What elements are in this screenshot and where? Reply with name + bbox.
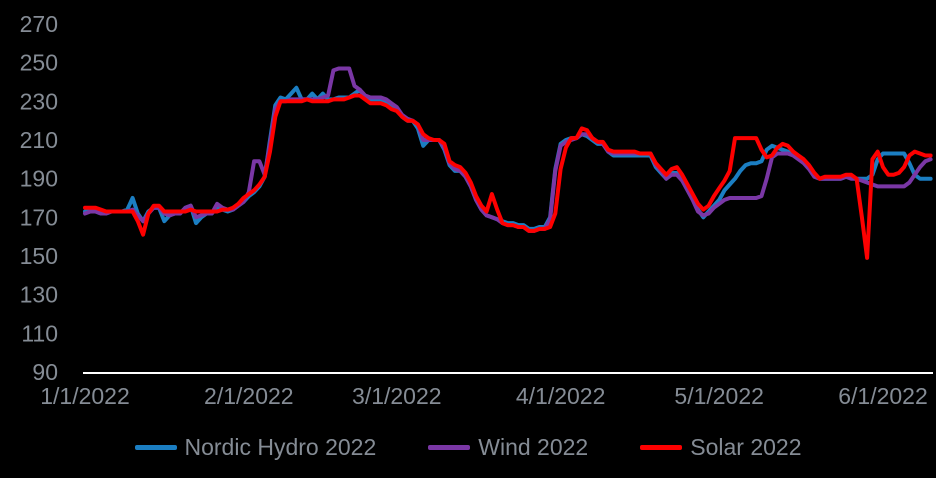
y-axis-tick-label: 230 <box>20 88 58 114</box>
x-axis-tick-label: 1/1/2022 <box>40 383 130 409</box>
y-axis-tick-label: 150 <box>20 243 58 269</box>
legend-label: Nordic Hydro 2022 <box>184 434 377 460</box>
legend-label: Solar 2022 <box>690 434 802 460</box>
legend-item-wind-2022: Wind 2022 <box>428 434 588 461</box>
y-axis-tick-label: 90 <box>32 359 58 385</box>
y-axis-tick-label: 250 <box>20 50 58 76</box>
series-line-wind-2022 <box>83 66 933 233</box>
x-axis-tick-label: 2/1/2022 <box>204 383 294 409</box>
legend-item-nordic-hydro-2022: Nordic Hydro 2022 <box>134 434 377 461</box>
y-axis-tick-label: 210 <box>20 127 58 153</box>
legend-swatch-nordic-hydro-2022 <box>134 445 177 450</box>
y-axis-tick-label: 270 <box>20 11 58 37</box>
chart-legend: Nordic Hydro 2022 Wind 2022 Solar 2022 <box>0 434 936 461</box>
y-axis-tick-label: 130 <box>20 282 58 308</box>
y-axis-tick-label: 170 <box>20 204 58 230</box>
y-axis-tick-label: 190 <box>20 166 58 192</box>
series-line-solar-2022 <box>83 93 933 260</box>
legend-label: Wind 2022 <box>478 434 589 460</box>
legend-swatch-solar-2022 <box>640 445 683 450</box>
legend-item-solar-2022: Solar 2022 <box>640 434 801 461</box>
x-axis-tick-label: 6/1/2022 <box>838 383 928 409</box>
x-axis-tick-label: 4/1/2022 <box>516 383 606 409</box>
legend-swatch-wind-2022 <box>428 445 471 450</box>
y-axis-tick-label: 110 <box>21 320 58 346</box>
x-axis-tick-label: 5/1/2022 <box>674 383 764 409</box>
x-axis-tick-label: 3/1/2022 <box>352 383 442 409</box>
